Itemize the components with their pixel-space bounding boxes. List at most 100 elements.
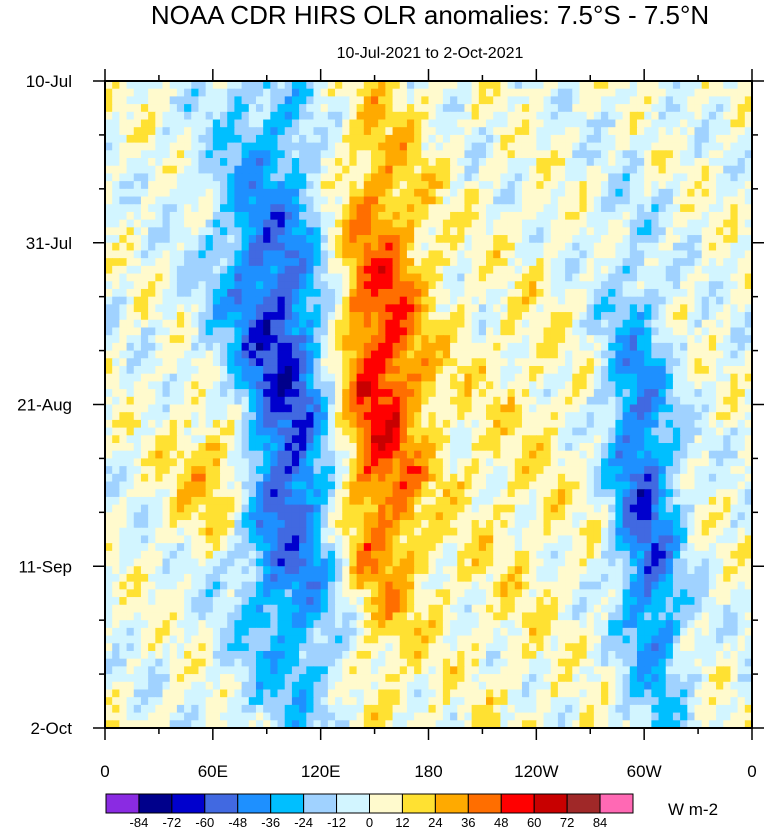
heatmap-cell xyxy=(629,142,638,151)
heatmap-cell xyxy=(342,304,351,313)
heatmap-cell xyxy=(737,281,746,290)
heatmap-cell xyxy=(435,196,444,205)
heatmap-cell xyxy=(586,288,595,298)
heatmap-cell xyxy=(694,304,703,313)
heatmap-cell xyxy=(636,427,645,436)
heatmap-cell xyxy=(335,304,343,313)
heatmap-cell xyxy=(313,481,322,490)
heatmap-cell xyxy=(356,296,365,305)
heatmap-cell xyxy=(191,196,200,205)
heatmap-cell xyxy=(299,150,307,159)
heatmap-cell xyxy=(565,211,573,221)
heatmap-cell xyxy=(291,134,300,144)
heatmap-cell xyxy=(306,211,315,221)
heatmap-cell xyxy=(579,350,588,359)
heatmap-cell xyxy=(349,496,358,506)
heatmap-cell xyxy=(234,404,243,413)
heatmap-cell xyxy=(565,134,573,144)
heatmap-cell xyxy=(205,119,214,128)
heatmap-cell xyxy=(205,473,214,483)
heatmap-cell xyxy=(665,104,674,113)
heatmap-cell xyxy=(651,273,660,282)
heatmap-cell xyxy=(112,373,120,382)
heatmap-cell xyxy=(140,335,149,344)
heatmap-cell xyxy=(435,312,444,321)
heatmap-cell xyxy=(665,466,674,475)
heatmap-cell xyxy=(442,96,451,105)
heatmap-cell xyxy=(126,281,135,290)
heatmap-cell xyxy=(306,142,315,151)
heatmap-cell xyxy=(529,389,537,398)
heatmap-cell xyxy=(184,142,192,151)
heatmap-cell xyxy=(119,412,128,421)
heatmap-cell xyxy=(306,104,315,113)
heatmap-cell xyxy=(471,473,480,483)
heatmap-cell xyxy=(299,235,307,244)
heatmap-cell xyxy=(327,304,336,313)
heatmap-cell xyxy=(176,188,185,198)
heatmap-cell xyxy=(378,296,386,305)
heatmap-cell xyxy=(212,235,221,244)
heatmap-cell xyxy=(227,473,235,483)
heatmap-cell xyxy=(672,327,681,336)
heatmap-cell xyxy=(507,111,516,121)
heatmap-cell xyxy=(148,350,156,359)
heatmap-cell xyxy=(744,466,752,475)
heatmap-cell xyxy=(680,358,688,367)
heatmap-cell xyxy=(255,188,264,198)
heatmap-cell xyxy=(435,466,444,475)
heatmap-cell xyxy=(507,496,516,506)
heatmap-cell xyxy=(220,419,228,429)
heatmap-cell xyxy=(694,96,703,105)
heatmap-cell xyxy=(572,496,581,506)
heatmap-cell xyxy=(176,150,185,159)
heatmap-cell xyxy=(586,273,595,282)
heatmap-cell xyxy=(493,335,501,344)
heatmap-cell xyxy=(263,435,271,444)
heatmap-cell xyxy=(392,458,401,467)
heatmap-cell xyxy=(112,211,120,221)
heatmap-cell xyxy=(162,381,171,390)
heatmap-cell xyxy=(565,466,573,475)
heatmap-cell xyxy=(133,481,142,490)
heatmap-cell xyxy=(507,458,516,467)
heatmap-cell xyxy=(572,412,581,421)
heatmap-cell xyxy=(593,227,602,236)
heatmap-cell xyxy=(399,127,408,136)
heatmap-cell xyxy=(133,242,142,252)
heatmap-cell xyxy=(342,481,351,490)
heatmap-cell xyxy=(299,119,307,128)
heatmap-cell xyxy=(450,396,458,406)
heatmap-cell xyxy=(694,427,703,436)
heatmap-cell xyxy=(255,227,264,236)
heatmap-cell xyxy=(284,250,293,259)
heatmap-cell xyxy=(133,419,142,429)
heatmap-cell xyxy=(471,466,480,475)
heatmap-cell xyxy=(126,273,135,282)
heatmap-cell xyxy=(140,204,149,213)
heatmap-cell xyxy=(392,381,401,390)
heatmap-cell xyxy=(414,296,422,305)
heatmap-cell xyxy=(220,204,228,213)
heatmap-cell xyxy=(636,381,645,390)
heatmap-cell xyxy=(579,258,588,267)
heatmap-cell xyxy=(550,196,559,205)
heatmap-cell xyxy=(550,242,559,252)
heatmap-cell xyxy=(701,342,710,352)
heatmap-cell xyxy=(486,165,494,175)
heatmap-cell xyxy=(557,88,566,97)
heatmap-cell xyxy=(593,142,602,151)
heatmap-cell xyxy=(327,173,336,182)
heatmap-cell xyxy=(414,481,422,490)
heatmap-cell xyxy=(227,481,235,490)
heatmap-cell xyxy=(651,389,660,398)
heatmap-cell xyxy=(378,227,386,236)
heatmap-cell xyxy=(155,196,164,205)
heatmap-cell xyxy=(579,496,588,506)
heatmap-cell xyxy=(629,165,638,175)
heatmap-cell xyxy=(212,450,221,460)
heatmap-cell xyxy=(586,458,595,467)
heatmap-cell xyxy=(572,312,581,321)
heatmap-cell xyxy=(327,365,336,375)
heatmap-cell xyxy=(148,489,156,498)
